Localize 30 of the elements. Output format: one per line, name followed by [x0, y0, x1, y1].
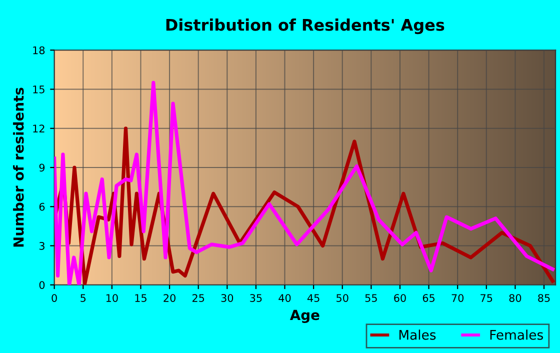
x-tick-label: 70	[452, 294, 464, 302]
x-tick-label: 60	[394, 294, 406, 302]
legend-label: Males	[399, 330, 436, 340]
y-axis-title: Number of residents	[13, 88, 24, 247]
x-tick-label: 35	[250, 294, 262, 302]
x-tick-label: 50	[336, 294, 348, 302]
x-tick-label: 80	[509, 294, 522, 302]
y-tick-label: 0	[39, 281, 45, 289]
x-tick-label: 75	[480, 294, 492, 302]
x-tick-label: 45	[307, 294, 320, 302]
x-tick-label: 0	[52, 294, 57, 302]
y-tick-label: 9	[39, 164, 45, 172]
x-tick-label: 65	[422, 294, 434, 302]
y-tick-label: 3	[39, 242, 44, 250]
x-tick-label: 85	[538, 294, 550, 302]
x-tick-label: 20	[164, 294, 176, 302]
y-tick-label: 6	[39, 202, 45, 211]
x-tick-label: 10	[106, 294, 118, 302]
chart-title: Distribution of Residents' Ages	[166, 18, 444, 34]
x-tick-label: 55	[365, 294, 377, 302]
x-tick-label: 15	[135, 294, 146, 302]
x-tick-label: 30	[221, 294, 234, 302]
y-tick-label: 18	[33, 46, 45, 54]
legend-label: Females	[490, 330, 543, 340]
x-tick-label: 5	[80, 294, 86, 302]
x-tick-label: 40	[278, 294, 291, 302]
y-tick-label: 15	[33, 86, 44, 94]
x-axis-title: Age	[290, 310, 320, 323]
x-tick-label: 25	[192, 294, 204, 302]
y-tick-label: 12	[33, 124, 44, 132]
